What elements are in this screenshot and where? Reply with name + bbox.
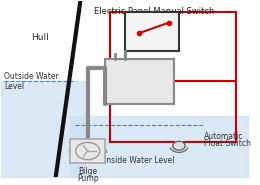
Text: Automatic: Automatic: [204, 132, 243, 141]
Text: Battery: Battery: [123, 76, 156, 85]
Circle shape: [76, 142, 100, 160]
Circle shape: [173, 141, 185, 150]
FancyBboxPatch shape: [125, 12, 179, 51]
Text: Level: Level: [4, 82, 24, 91]
FancyBboxPatch shape: [105, 60, 174, 104]
Text: Float Switch: Float Switch: [204, 139, 250, 148]
FancyBboxPatch shape: [70, 139, 105, 163]
Text: Electric Panel Manual Switch: Electric Panel Manual Switch: [94, 7, 214, 16]
Text: Hull: Hull: [31, 33, 49, 42]
Text: Outside Water: Outside Water: [4, 72, 59, 81]
Text: Inside Water Level: Inside Water Level: [104, 156, 175, 165]
Text: Pump: Pump: [77, 174, 99, 183]
Text: Bilge: Bilge: [78, 167, 97, 176]
